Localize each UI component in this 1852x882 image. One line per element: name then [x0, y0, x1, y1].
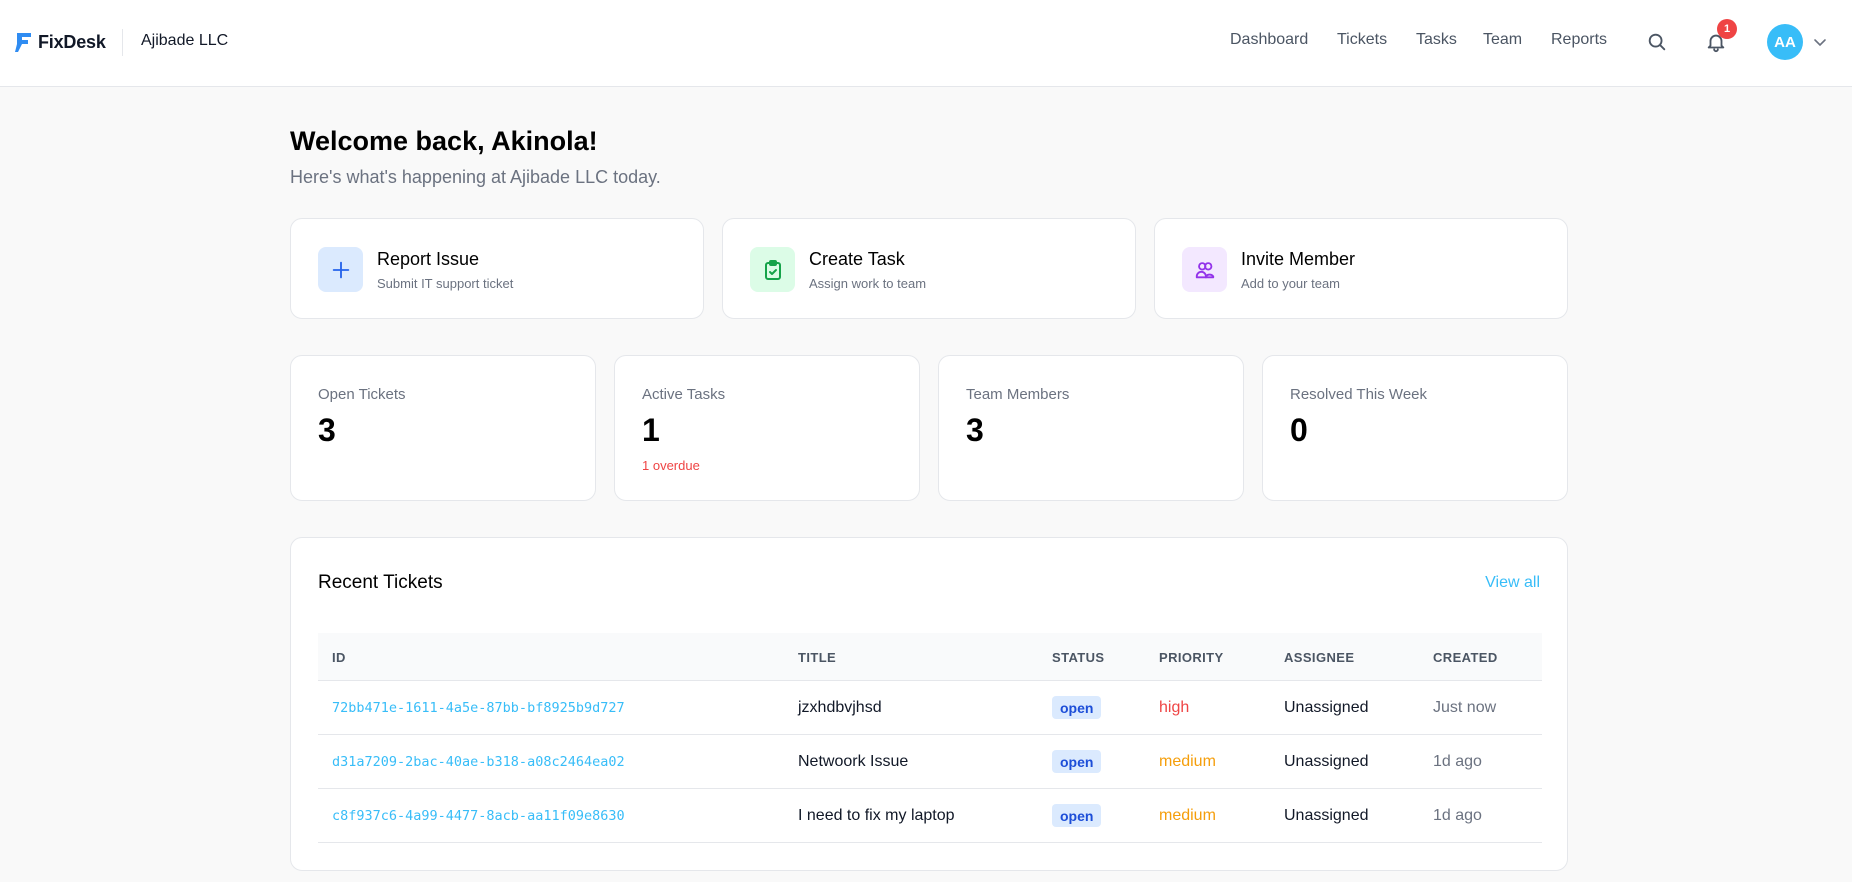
overdue-note: 1 overdue — [642, 458, 700, 473]
created-label: 1d ago — [1433, 753, 1482, 770]
nav-team[interactable]: Team — [1483, 31, 1523, 48]
bell-icon — [1707, 34, 1725, 53]
nav-tickets[interactable]: Tickets — [1337, 31, 1388, 48]
assignee-label: Unassigned — [1284, 807, 1369, 824]
search-icon — [1648, 33, 1666, 51]
nav-dashboard[interactable]: Dashboard — [1230, 31, 1309, 48]
column-header-created: CREATED — [1433, 650, 1498, 665]
nav-reports[interactable]: Reports — [1551, 31, 1608, 48]
stat-value: 3 — [966, 412, 984, 448]
report-issue-card[interactable]: Report Issue Submit IT support ticket — [290, 218, 704, 319]
stat-value: 0 — [1290, 412, 1308, 448]
stat-label: Open Tickets — [318, 386, 406, 403]
assignee-label: Unassigned — [1284, 753, 1369, 770]
page-title: Welcome back, Akinola! — [290, 126, 598, 156]
stat-open-tickets: Open Tickets 3 — [290, 355, 596, 501]
stat-value: 1 — [642, 412, 660, 448]
status-badge: open — [1052, 750, 1102, 773]
action-title: Invite Member — [1241, 249, 1356, 269]
action-subtitle: Assign work to team — [809, 276, 927, 291]
stat-value: 3 — [318, 412, 336, 448]
action-title: Report Issue — [377, 249, 480, 269]
assignee-label: Unassigned — [1284, 699, 1369, 716]
table-row[interactable]: 72bb471e-1611-4a5e-87bb-bf8925b9d727 jzx… — [318, 681, 1542, 735]
column-header-priority: PRIORITY — [1159, 650, 1224, 665]
stat-label: Team Members — [966, 386, 1070, 403]
status-badge: open — [1052, 804, 1102, 827]
brand-home-link[interactable]: FixDesk — [15, 30, 106, 54]
action-subtitle: Submit IT support ticket — [377, 276, 514, 291]
user-avatar[interactable]: AA — [1767, 24, 1803, 60]
top-navbar: FixDesk Ajibade LLC Dashboard Tickets Ta… — [0, 0, 1852, 87]
tickets-table: ID TITLE STATUS PRIORITY ASSIGNEE CREATE… — [318, 633, 1542, 843]
invite-member-card[interactable]: Invite Member Add to your team — [1154, 218, 1568, 319]
organization-name: Ajibade LLC — [141, 32, 229, 49]
search-button[interactable] — [1643, 28, 1671, 56]
invite-member-icon-box — [1182, 247, 1227, 292]
view-all-link[interactable]: View all — [1485, 574, 1540, 591]
created-label: 1d ago — [1433, 807, 1482, 824]
action-subtitle: Add to your team — [1241, 276, 1340, 291]
ticket-id-link[interactable]: 72bb471e-1611-4a5e-87bb-bf8925b9d727 — [332, 700, 625, 716]
column-header-title: TITLE — [798, 650, 837, 665]
notification-count-badge: 1 — [1717, 19, 1737, 39]
priority-label: high — [1159, 699, 1190, 716]
column-header-id: ID — [332, 650, 346, 665]
ticket-title: Netwoork Issue — [798, 753, 909, 770]
stat-active-tasks: Active Tasks 1 1 overdue — [614, 355, 920, 501]
stat-team-members: Team Members 3 — [938, 355, 1244, 501]
status-badge: open — [1052, 696, 1102, 719]
notifications-button[interactable] — [1702, 28, 1730, 56]
table-header: ID TITLE STATUS PRIORITY ASSIGNEE CREATE… — [318, 633, 1542, 681]
priority-label: medium — [1159, 753, 1216, 770]
users-icon — [1195, 261, 1214, 278]
recent-tickets-title: Recent Tickets — [318, 572, 443, 593]
stat-label: Resolved This Week — [1290, 386, 1428, 403]
create-task-icon-box — [750, 247, 795, 292]
brand-name: FixDesk — [38, 31, 106, 52]
table-row[interactable]: c8f937c6-4a99-4477-8acb-aa11f09e8630 I n… — [318, 789, 1542, 843]
chevron-down-icon[interactable] — [1812, 34, 1828, 50]
report-issue-icon-box — [318, 247, 363, 292]
table-row[interactable]: d31a7209-2bac-40ae-b318-a08c2464ea02 Net… — [318, 735, 1542, 789]
ticket-title: I need to fix my laptop — [798, 807, 955, 824]
action-title: Create Task — [809, 249, 905, 269]
clipboard-check-icon — [764, 259, 781, 280]
ticket-id-link[interactable]: d31a7209-2bac-40ae-b318-a08c2464ea02 — [332, 754, 625, 770]
plus-icon — [332, 261, 349, 278]
create-task-card[interactable]: Create Task Assign work to team — [722, 218, 1136, 319]
priority-label: medium — [1159, 807, 1216, 824]
created-label: Just now — [1433, 699, 1497, 716]
header-divider — [122, 29, 123, 56]
recent-tickets-panel: Recent Tickets View all ID TITLE STATUS … — [290, 537, 1568, 871]
column-header-assignee: ASSIGNEE — [1284, 650, 1355, 665]
page-subtitle: Here's what's happening at Ajibade LLC t… — [290, 167, 661, 187]
ticket-title: jzxhdbvjhsd — [798, 699, 882, 716]
fixdesk-logo-icon — [15, 33, 31, 52]
stat-resolved-this-week: Resolved This Week 0 — [1262, 355, 1568, 501]
ticket-id-link[interactable]: c8f937c6-4a99-4477-8acb-aa11f09e8630 — [332, 808, 625, 824]
stat-label: Active Tasks — [642, 386, 726, 403]
column-header-status: STATUS — [1052, 650, 1105, 665]
nav-tasks[interactable]: Tasks — [1416, 31, 1457, 48]
